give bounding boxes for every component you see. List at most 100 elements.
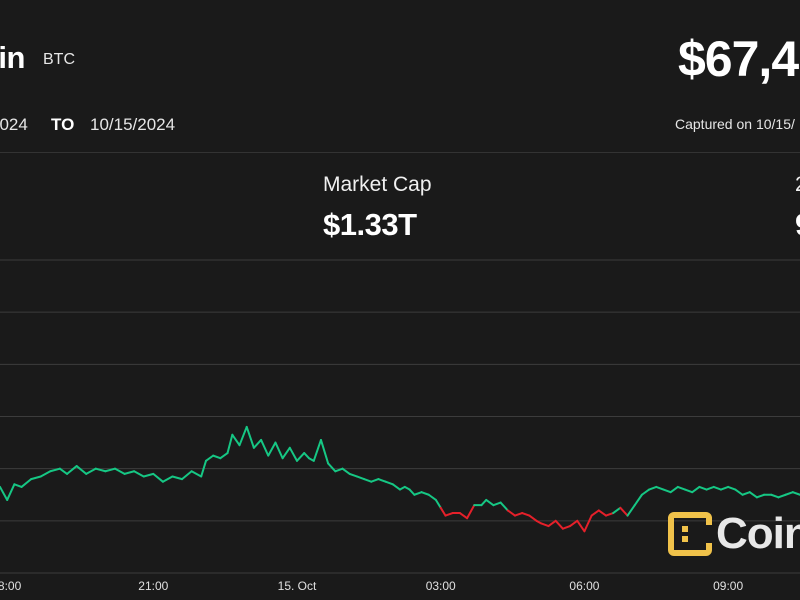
- second-stat-value: 9: [795, 207, 800, 243]
- price-line-segment: [569, 519, 579, 528]
- price-line-segment: [662, 488, 672, 494]
- chart-grid: [0, 259, 800, 574]
- price-line-segment: [705, 485, 715, 491]
- price-line-segment: [755, 493, 766, 499]
- price-line-segment: [676, 485, 687, 491]
- asset-ticker: BTC: [43, 51, 75, 68]
- price-line-segment: [296, 452, 306, 462]
- x-tick-label: 03:00: [426, 579, 456, 593]
- price-line-segment: [75, 465, 88, 475]
- price-line-segment: [20, 478, 33, 488]
- price-line-segment: [777, 493, 787, 499]
- price-line-segment: [612, 506, 622, 515]
- price-line-segment: [413, 491, 423, 496]
- price-line-segment: [181, 470, 193, 481]
- price-line-segment: [698, 485, 708, 491]
- price-line-segment: [727, 485, 737, 491]
- price-line-segment: [561, 525, 572, 530]
- price-line-segment: [267, 441, 277, 457]
- x-tick-label: 06:00: [569, 579, 599, 593]
- price-line-segment: [260, 438, 270, 457]
- price-line-segment: [604, 512, 615, 517]
- price-line-segment: [245, 425, 255, 449]
- price-line-segment: [355, 475, 366, 481]
- price-line-segment: [420, 491, 430, 496]
- price-line-segment: [528, 514, 538, 522]
- price-line-segment: [626, 504, 636, 517]
- price-line-segment: [521, 512, 531, 517]
- price-line-segment: [734, 488, 744, 496]
- price-line-segment: [741, 491, 751, 496]
- price-line-segment: [712, 485, 722, 491]
- market-cap-value: $1.33T: [323, 207, 417, 242]
- price-line-segment: [49, 467, 61, 473]
- price-line-segment: [434, 498, 442, 509]
- price-line-segment: [633, 493, 643, 507]
- price-line-segment: [113, 467, 126, 475]
- price-line-segment: [152, 472, 164, 483]
- price-line-segment: [384, 480, 394, 486]
- price-line-segment: [190, 470, 203, 478]
- price-line-segment: [791, 491, 800, 496]
- price-line-segment: [288, 446, 299, 462]
- price-line-segment: [231, 433, 241, 447]
- price-line-segment: [303, 452, 310, 460]
- price-line-segment: [6, 483, 16, 501]
- price-line-segment: [133, 470, 145, 478]
- price-line-segment: [348, 472, 358, 478]
- asset-name: oin: [0, 40, 26, 75]
- price-line-segment: [334, 467, 344, 473]
- price-line-segment: [0, 485, 9, 501]
- price-line-segment: [492, 501, 502, 507]
- x-tick-label: 8:00: [0, 579, 22, 593]
- price-line-segment: [171, 475, 184, 481]
- price-line-segment: [480, 498, 488, 507]
- price-line-segment: [547, 519, 557, 528]
- price-line-segment: [363, 478, 373, 483]
- price-line-segment: [540, 522, 550, 528]
- price-line-segment: [85, 467, 97, 475]
- header-divider: [0, 152, 800, 153]
- price-line-segment: [312, 438, 322, 462]
- price-line-segment: [439, 506, 447, 517]
- price-line-segment: [58, 467, 69, 475]
- price-line-segment: [238, 425, 248, 447]
- price-line-segment: [142, 472, 155, 478]
- price-line-segment: [576, 519, 586, 533]
- date-range-to-label: TO: [51, 115, 75, 134]
- x-tick-label: 09:00: [713, 579, 743, 593]
- price-line-segment: [513, 512, 524, 517]
- price-line-segment: [66, 465, 78, 475]
- current-price: $67,4: [678, 31, 799, 87]
- price-line-segment: [444, 512, 454, 517]
- coindesk-wordmark: Coin: [716, 509, 800, 558]
- price-line-segment: [583, 514, 593, 533]
- price-line-segment: [458, 512, 469, 520]
- x-axis-ticks: 8:00 21:00 15. Oct 03:00 06:00 09:00: [0, 579, 743, 593]
- price-line: [0, 425, 800, 533]
- price-line-segment: [161, 475, 174, 483]
- price-line-segment: [123, 470, 136, 475]
- x-tick-label: 21:00: [138, 579, 168, 593]
- price-line-segment: [748, 491, 758, 499]
- second-stat-label: 2: [795, 173, 800, 197]
- price-line-segment: [597, 509, 607, 517]
- price-line-segment: [640, 488, 651, 496]
- price-line-segment: [204, 454, 215, 462]
- price-line-segment: [719, 485, 730, 491]
- price-line-segment: [770, 493, 780, 499]
- price-line-segment: [485, 498, 495, 507]
- price-line-segment: [104, 467, 116, 473]
- price-line-segment: [281, 446, 291, 460]
- price-line-segment: [499, 501, 509, 512]
- price-line-segment: [691, 485, 701, 494]
- price-line-segment: [784, 491, 794, 496]
- price-line-segment: [219, 452, 229, 460]
- price-line-segment: [391, 483, 401, 491]
- price-line-segment: [319, 438, 330, 465]
- price-line-segment: [13, 483, 23, 488]
- price-line-segment: [648, 485, 658, 491]
- price-line-segment: [200, 459, 207, 478]
- price-line-segment: [684, 488, 694, 494]
- price-line-segment: [427, 493, 437, 501]
